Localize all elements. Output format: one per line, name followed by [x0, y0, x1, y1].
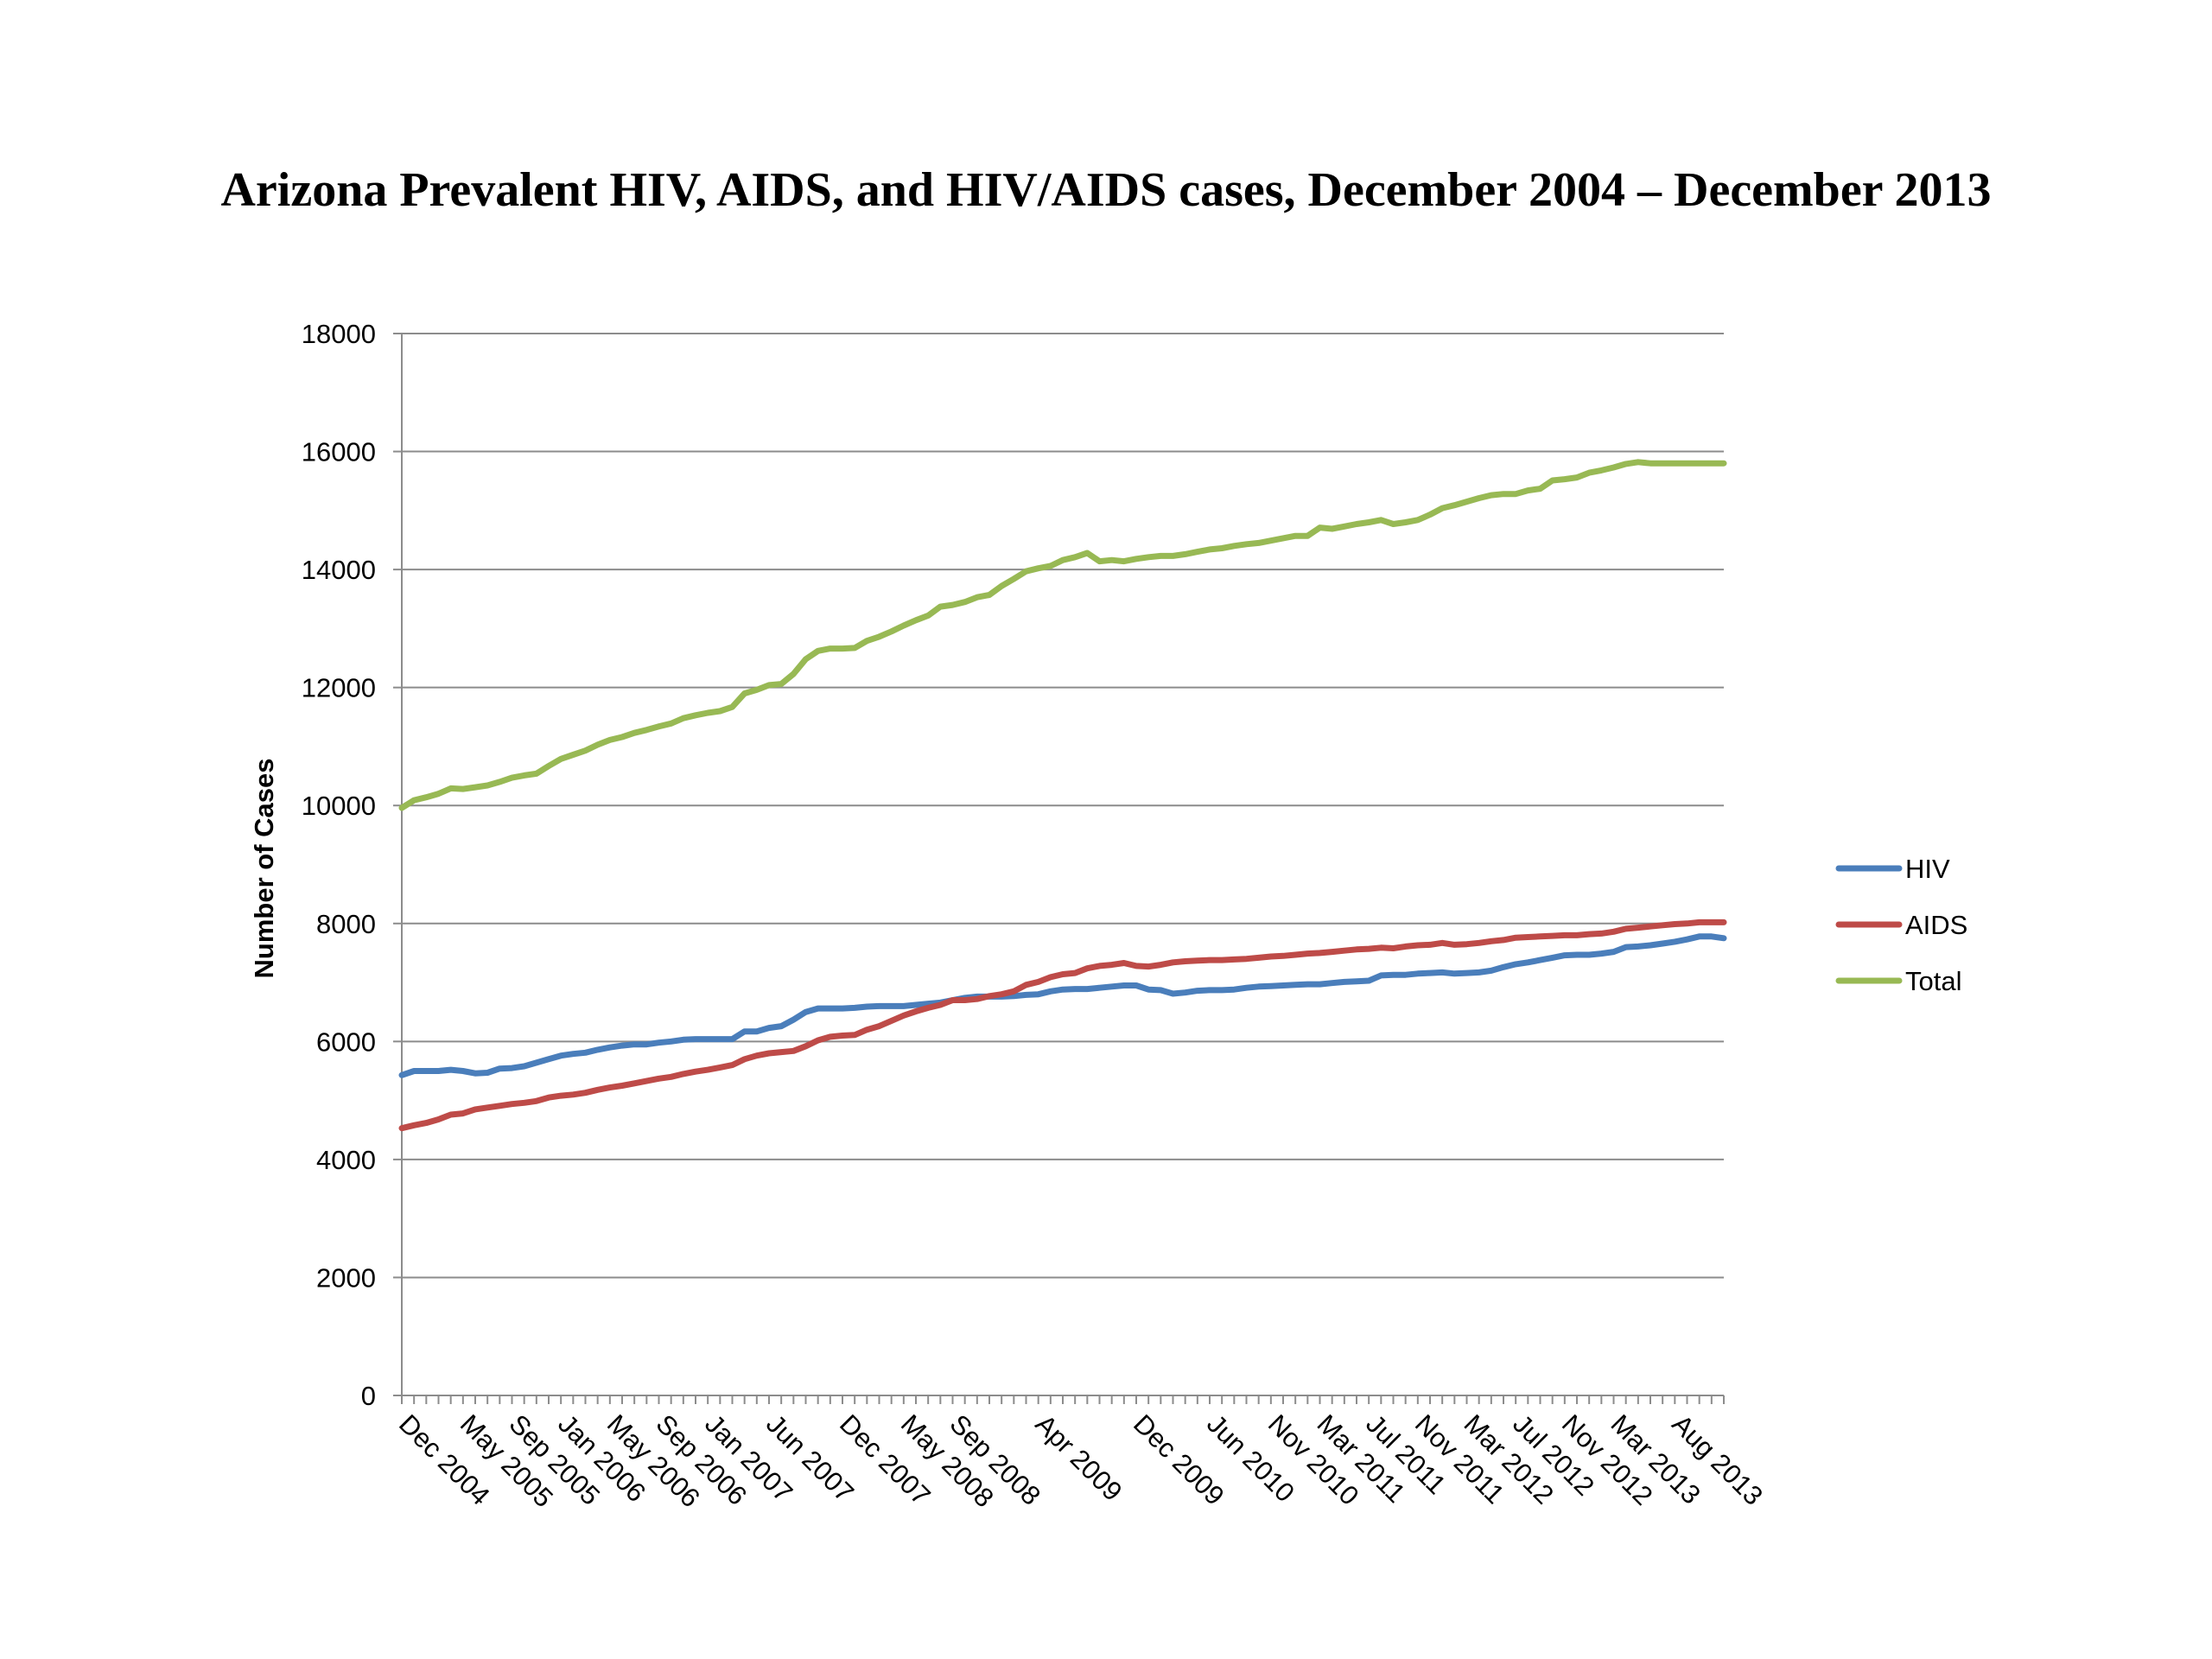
y-axis-title: Number of Cases — [249, 759, 279, 979]
y-tick-label: 2000 — [316, 1262, 376, 1293]
series-lines — [398, 459, 1727, 1132]
legend: HIV AIDS Total — [1835, 854, 1967, 996]
x-tick-label: Apr 2009 — [1030, 1408, 1128, 1507]
gridlines — [402, 333, 1724, 1279]
axes — [401, 334, 1724, 1396]
y-tick-label: 16000 — [302, 437, 376, 467]
series-line-hiv — [398, 933, 1727, 1078]
legend-label-total: Total — [1905, 966, 1961, 996]
y-tick-label: 10000 — [302, 791, 376, 821]
y-tick-label: 6000 — [316, 1027, 376, 1057]
y-tick-label: 0 — [361, 1381, 376, 1411]
y-tick-label: 4000 — [316, 1145, 376, 1175]
y-tick-label: 18000 — [302, 319, 376, 349]
y-tick-label: 14000 — [302, 555, 376, 585]
legend-label-hiv: HIV — [1905, 854, 1950, 884]
series-line-total — [398, 459, 1727, 811]
series-line-aids — [398, 918, 1727, 1132]
chart-title: Arizona Prevalent HIV, AIDS, and HIV/AID… — [220, 163, 1992, 217]
y-axis-ticks: 0 2000 4000 6000 8000 10000 12000 14000 16000 180… — [302, 319, 402, 1411]
legend-label-aids: AIDS — [1905, 910, 1967, 940]
y-tick-label: 12000 — [302, 673, 376, 703]
y-tick-label: 8000 — [316, 909, 376, 939]
